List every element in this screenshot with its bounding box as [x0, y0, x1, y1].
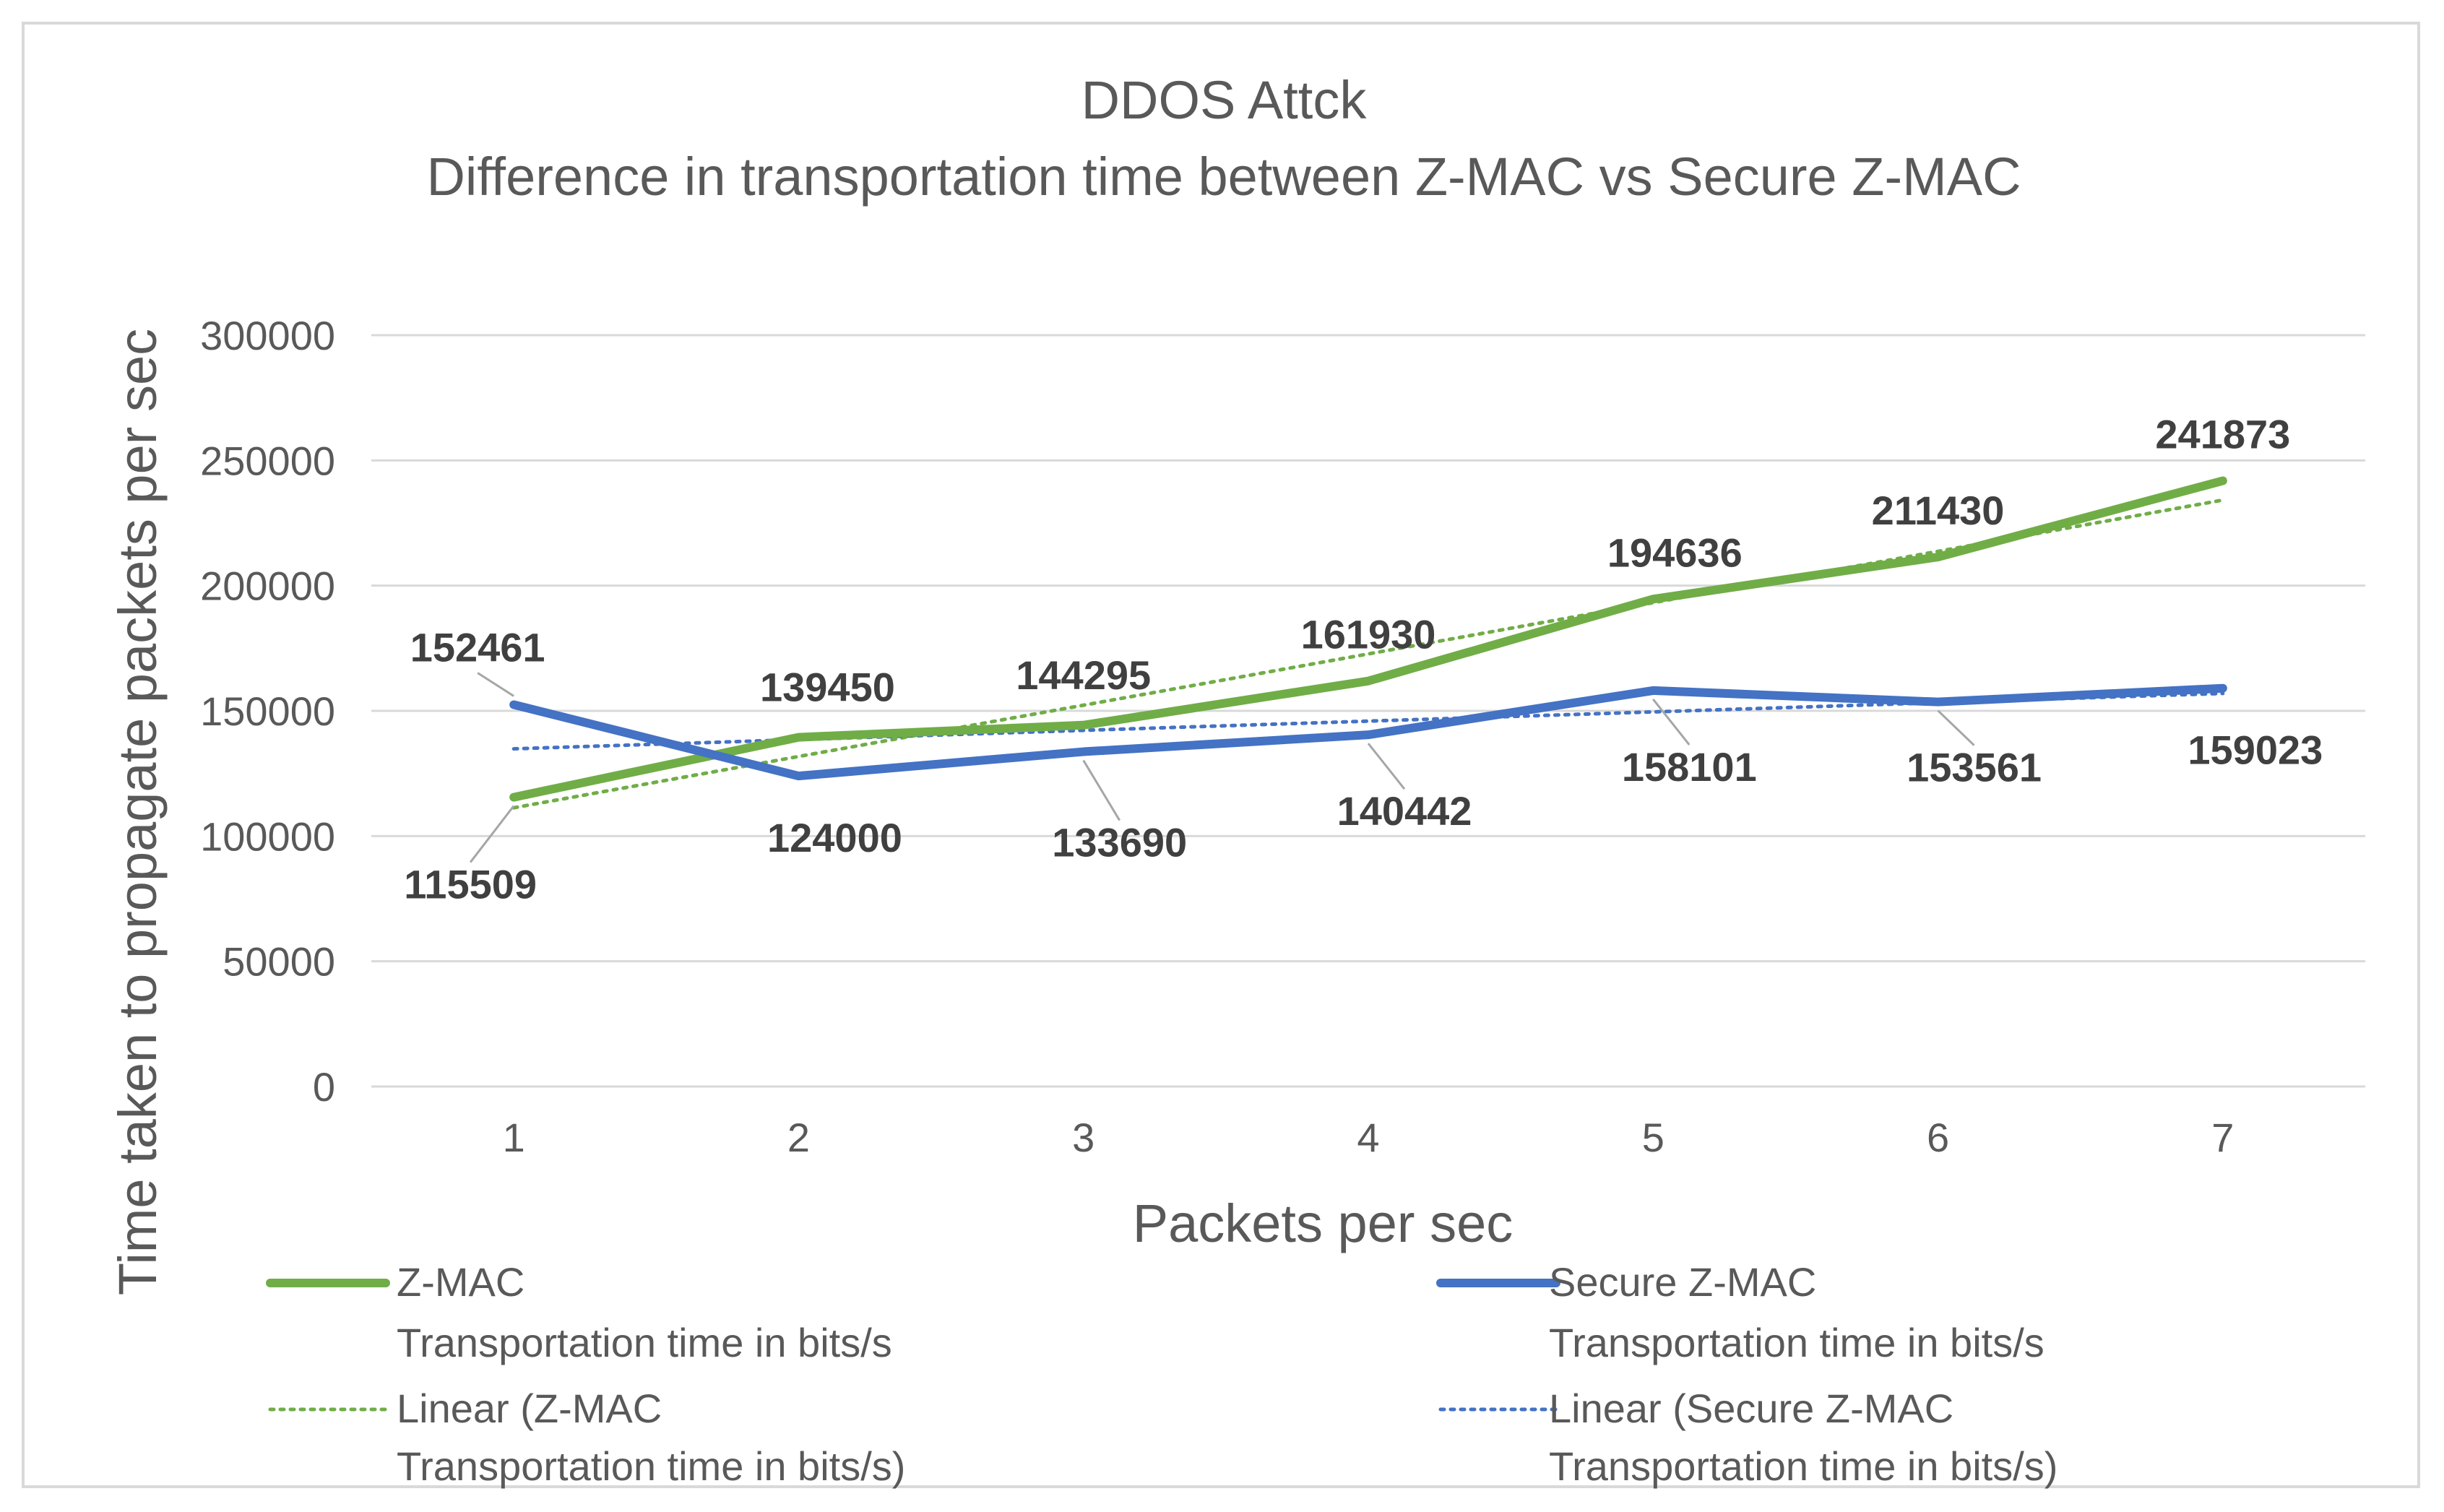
- y-tick-label-5: 250000: [200, 438, 335, 483]
- y-tick-labels: 0 50000 100000 150000 200000 250000 300000: [200, 313, 335, 1110]
- legend-label-trend-0: Linear (Z-MAC: [397, 1386, 662, 1431]
- leader-line-s1-5: [1937, 709, 1975, 746]
- data-label-s0-6: 241873: [2155, 412, 2290, 457]
- series-line-1: [509, 683, 2227, 781]
- data-label-s0-4: 194636: [1607, 530, 1743, 575]
- data-label-s1-0: 152461: [410, 624, 545, 670]
- data-label-s1-3: 140442: [1337, 788, 1472, 834]
- chart-frame: DDOS Attck Difference in transportation …: [22, 22, 2420, 1489]
- y-tick-label-3: 150000: [200, 688, 335, 734]
- legend-label2-trend-0: Transportation time in bits/s): [397, 1443, 905, 1489]
- data-label-s1-4: 158101: [1622, 744, 1757, 790]
- data-label-s1-2: 133690: [1052, 820, 1187, 865]
- leader-line-s1-0: [477, 672, 514, 697]
- data-label-s1-5: 153561: [1907, 745, 2042, 790]
- y-tick-label-1: 50000: [223, 939, 335, 985]
- x-tick-label-5: 6: [1927, 1115, 1949, 1160]
- legend-label-trend-1: Linear (Secure Z-MAC: [1549, 1386, 1953, 1431]
- series-lines: [509, 476, 2227, 802]
- y-tick-label-6: 300000: [200, 313, 335, 358]
- legend-label-series-1: Secure Z-MAC: [1549, 1259, 1816, 1305]
- series-line-0: [509, 476, 2227, 802]
- legend-label2-trend-1: Transportation time in bits/s): [1549, 1443, 2057, 1489]
- x-tick-label-6: 7: [2211, 1115, 2234, 1160]
- chart-subtitle: Difference in transportation time betwee…: [426, 147, 2021, 207]
- data-label-s0-3: 161930: [1301, 612, 1436, 657]
- data-label-s0-2: 144295: [1016, 652, 1151, 698]
- legend-label-series-0: Z-MAC: [397, 1259, 524, 1305]
- legend-label2-series-1: Transportation time in bits/s: [1549, 1320, 2044, 1365]
- x-tick-label-4: 5: [1642, 1115, 1664, 1160]
- y-tick-label-2: 100000: [200, 813, 335, 859]
- x-tick-label-1: 2: [787, 1115, 810, 1160]
- y-axis-title: Time taken to propagate packets per sec: [108, 329, 168, 1295]
- trendline-0: [511, 498, 2225, 810]
- line-chart: DDOS Attck Difference in transportation …: [108, 70, 2365, 1489]
- x-axis-title: Packets per sec: [1133, 1193, 1513, 1253]
- data-label-s0-0: 115509: [404, 862, 537, 907]
- data-label-s1-6: 159023: [2188, 727, 2323, 773]
- leader-line-s1-2: [1082, 759, 1120, 821]
- data-label-s1-1: 124000: [767, 815, 902, 860]
- y-tick-label-0: 0: [313, 1064, 335, 1110]
- label-leader-lines: [469, 672, 1975, 863]
- data-label-s0-5: 211430: [1872, 488, 2005, 533]
- y-tick-label-4: 200000: [200, 563, 335, 609]
- legend-label2-series-0: Transportation time in bits/s: [397, 1320, 892, 1365]
- x-tick-label-2: 3: [1072, 1115, 1094, 1160]
- legend: Z-MAC Transportation time in bits/s Secure…: [266, 1259, 2057, 1489]
- data-labels: 115509 139450 144295 161930 194636 211430 2418…: [404, 412, 2323, 907]
- x-tick-label-0: 1: [503, 1115, 525, 1160]
- leader-line-s1-4: [1652, 698, 1690, 746]
- chart-title: DDOS Attck: [1081, 70, 1368, 130]
- data-label-s0-1: 139450: [760, 665, 895, 710]
- gridlines: [371, 334, 2365, 1088]
- x-tick-labels: 1 2 3 4 5 6 7: [503, 1115, 2234, 1160]
- leader-line-s0-0: [469, 805, 515, 863]
- leader-line-s1-3: [1367, 743, 1406, 790]
- x-tick-label-3: 4: [1357, 1115, 1379, 1160]
